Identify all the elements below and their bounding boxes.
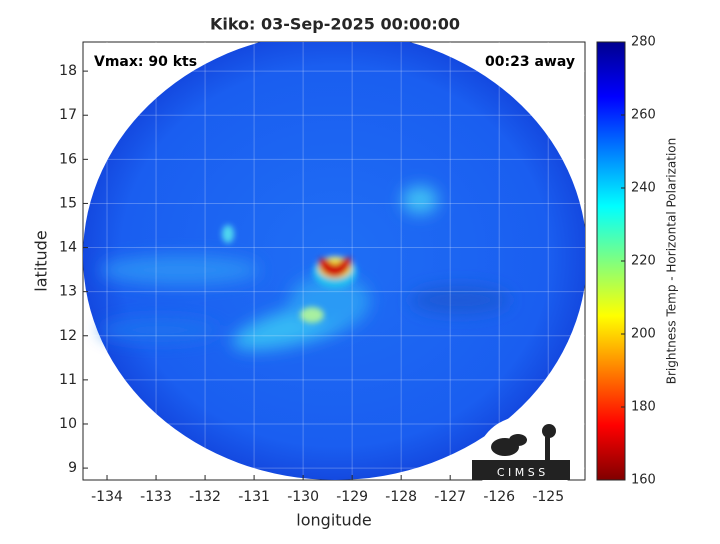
x-tick-label: -133: [140, 489, 172, 505]
colorbar-tick-label: 240: [631, 181, 656, 196]
y-tick-label: 17: [59, 107, 77, 123]
vmax-annotation: Vmax: 90 kts: [94, 54, 197, 70]
x-tick-label: -130: [287, 489, 319, 505]
colorbar-tick-label: 160: [631, 473, 656, 488]
x-tick-label: -127: [434, 489, 466, 505]
x-tick-label: -131: [238, 489, 270, 505]
y-tick-label: 12: [59, 328, 77, 344]
y-tick-label: 16: [59, 151, 77, 167]
satellite-image: [83, 42, 585, 480]
chart-title: Kiko: 03-Sep-2025 00:00:00: [210, 15, 460, 34]
colorbar-label: Brightness Temp - Horizontal Polarizatio…: [665, 138, 679, 385]
logo: C I M S S: [472, 416, 573, 504]
logo-text: C I M S S: [497, 466, 545, 479]
y-tick-label: 9: [68, 460, 77, 476]
y-tick-label: 14: [59, 240, 77, 256]
y-axis-label: latitude: [32, 230, 51, 291]
y-tick-label: 18: [59, 63, 77, 79]
y-tick-label: 15: [59, 195, 77, 211]
y-tick-label: 13: [59, 284, 77, 300]
x-tick-label: -126: [483, 489, 515, 505]
colorbar-tick-label: 180: [631, 400, 656, 415]
y-tick-label: 10: [59, 416, 77, 432]
x-tick-label: -132: [189, 489, 221, 505]
x-tick-label: -134: [91, 489, 123, 505]
colorbar-tick-label: 260: [631, 108, 656, 123]
y-tick-label: 11: [59, 372, 77, 388]
colorbar-tick-label: 200: [631, 327, 656, 342]
x-axis-label: longitude: [296, 511, 371, 530]
x-tick-label: -128: [385, 489, 417, 505]
colorbar-tick-label: 220: [631, 254, 656, 269]
colorbar: [596, 41, 626, 481]
x-tick-label: -125: [532, 489, 564, 505]
x-tick-label: -129: [336, 489, 368, 505]
time-annotation: 00:23 away: [485, 54, 575, 70]
colorbar-tick-label: 280: [631, 35, 656, 50]
